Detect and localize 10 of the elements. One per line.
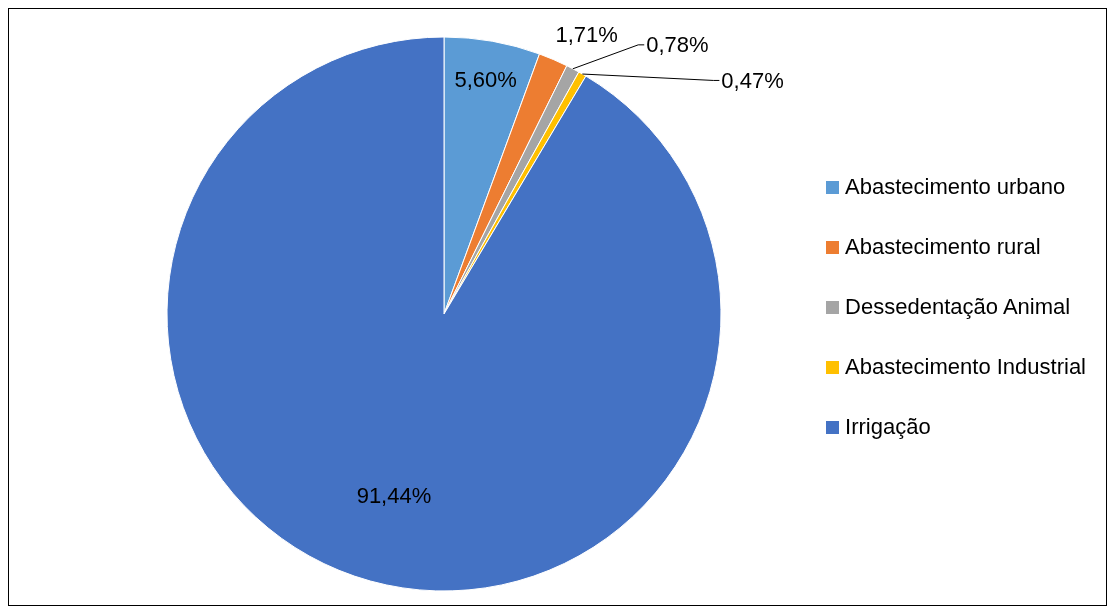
legend-label: Abastecimento rural — [844, 234, 1042, 260]
legend-label: Abastecimento Industrial — [844, 354, 1086, 380]
data-label: 0,78% — [646, 32, 709, 58]
legend-label: Dessedentação Animal — [844, 294, 1072, 320]
data-label: 5,60% — [454, 66, 517, 92]
legend-label: Irrigação — [844, 414, 932, 440]
data-label: 0,47% — [721, 67, 784, 93]
data-label: 91,44% — [356, 483, 432, 509]
legend-label: Abastecimento urbano — [844, 174, 1067, 200]
data-label: 1,71% — [555, 22, 618, 48]
